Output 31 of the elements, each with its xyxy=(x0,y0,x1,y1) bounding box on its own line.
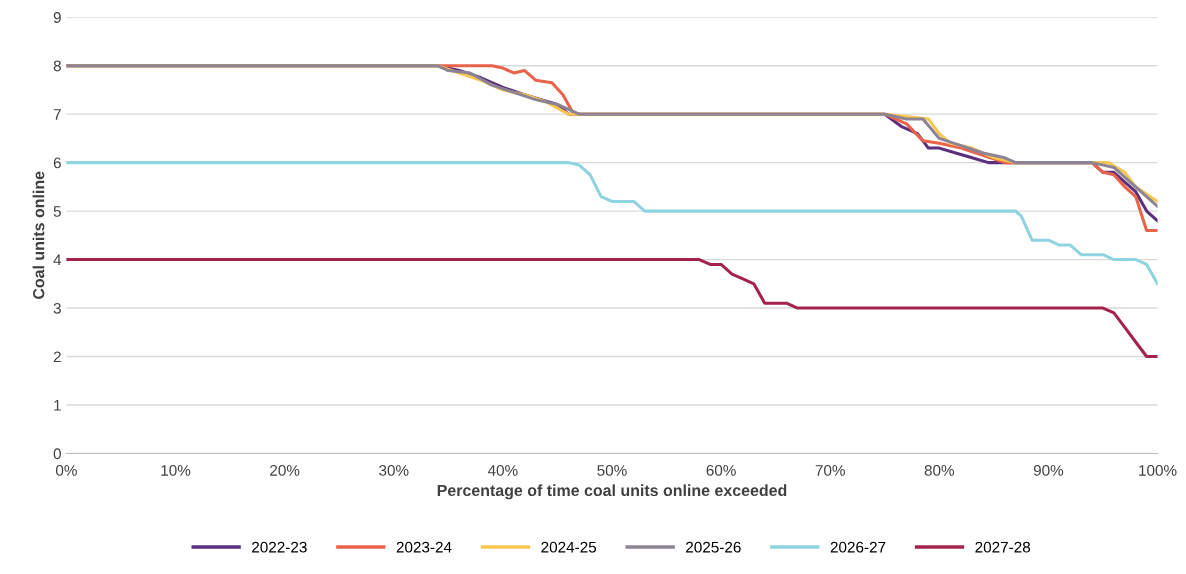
y-tick-label: 6 xyxy=(53,157,61,169)
x-tick-label: 0% xyxy=(55,464,77,476)
legend-label: 2025-26 xyxy=(686,541,741,553)
legend-label: 2024-25 xyxy=(541,541,597,553)
y-tick-label: 8 xyxy=(53,60,61,72)
y-tick-label: 4 xyxy=(53,254,62,266)
x-tick-label: 70% xyxy=(815,464,845,476)
legend-label: 2027-28 xyxy=(975,541,1031,553)
y-tick-label: 5 xyxy=(53,206,61,217)
y-tick-label: 0 xyxy=(53,448,61,460)
x-tick-label: 60% xyxy=(706,464,736,476)
y-tick-label: 7 xyxy=(53,109,61,120)
x-tick-label: 20% xyxy=(270,464,300,476)
line-series xyxy=(66,258,1158,359)
y-tick-label: 9 xyxy=(53,12,61,23)
legend-label: 2023-24 xyxy=(396,541,452,553)
legend-label: 2026-27 xyxy=(830,541,886,553)
x-tick-label: 100% xyxy=(1139,464,1177,476)
y-axis-title: Coal units online xyxy=(32,171,45,300)
y-tick-label: 1 xyxy=(54,400,61,411)
y-tick-label: 3 xyxy=(53,302,61,314)
line-series xyxy=(66,161,1158,286)
x-tick-label: 40% xyxy=(487,464,518,476)
x-tick-label: 50% xyxy=(597,464,627,476)
x-tick-label: 30% xyxy=(379,464,409,476)
x-tick-label: 90% xyxy=(1033,464,1064,476)
legend-label: 2022-23 xyxy=(252,541,307,553)
x-axis-title: Percentage of time coal units online exceeded xyxy=(437,484,787,500)
x-tick-label: 80% xyxy=(924,464,955,476)
y-tick-label: 2 xyxy=(53,351,61,363)
x-tick-label: 10% xyxy=(161,464,191,476)
